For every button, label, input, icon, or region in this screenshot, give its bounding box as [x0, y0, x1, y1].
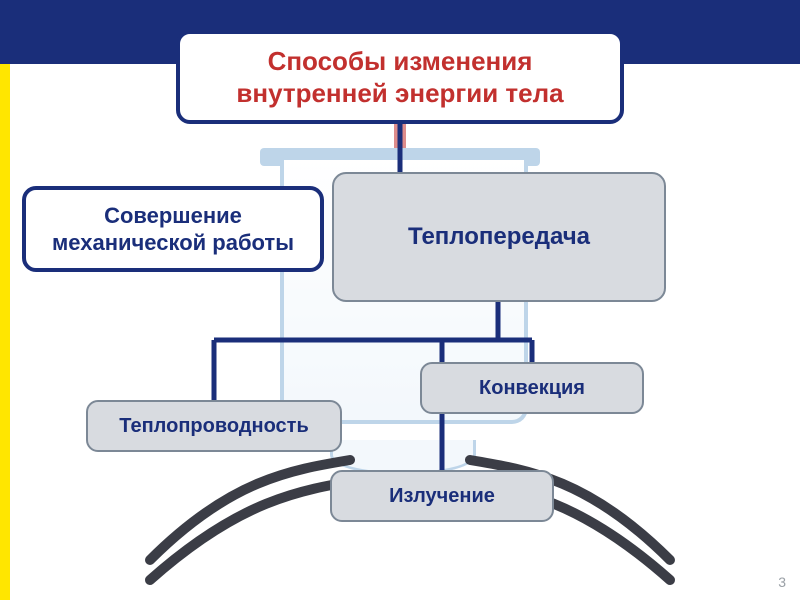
node-radiation: Излучение	[330, 470, 554, 522]
page-number: 3	[778, 574, 786, 590]
node-mechanical-work: Совершение механической работы	[22, 186, 324, 272]
slide-leftbar	[0, 64, 10, 600]
slide-stage: Способы изменения внутренней энергии тел…	[0, 0, 800, 600]
node-root: Способы изменения внутренней энергии тел…	[176, 30, 624, 124]
node-conduction: Теплопроводность	[86, 400, 342, 452]
node-heat-transfer: Теплопередача	[332, 172, 666, 302]
node-convection: Конвекция	[420, 362, 644, 414]
